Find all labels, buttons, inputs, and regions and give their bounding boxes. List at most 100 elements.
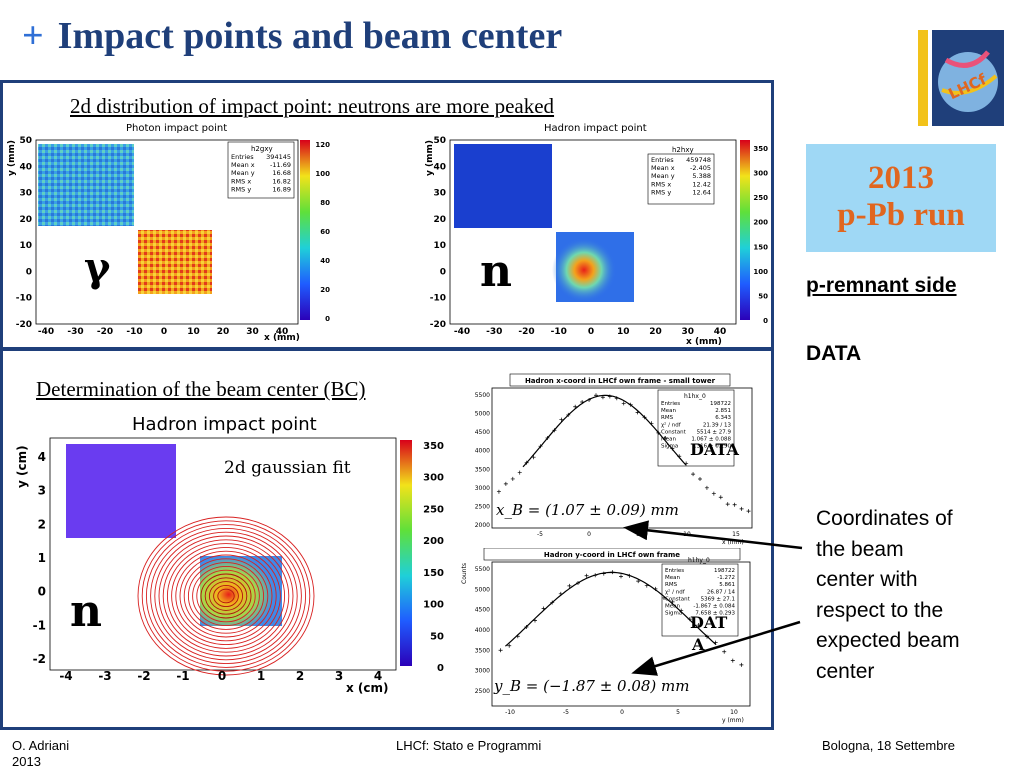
y-tick-label: 30 xyxy=(433,189,446,199)
yproj-data-label: DAT A xyxy=(690,612,727,656)
y-tick-label: 5500 xyxy=(475,566,490,573)
x-tick-label: -10 xyxy=(505,709,515,716)
y-tick-label: 50 xyxy=(19,136,32,146)
z-tick-label: 100 xyxy=(315,170,330,178)
z-tick-label: 60 xyxy=(320,228,330,236)
x-tick-label: -4 xyxy=(59,669,72,683)
data-label-side: DATA xyxy=(806,342,862,365)
x-tick-label: -3 xyxy=(98,669,111,683)
y-tick-label: 5000 xyxy=(475,411,490,418)
yproj-y-ticks: 5500 5000 4500 4000 3500 3000 2500 xyxy=(475,566,490,695)
photon-x-ticks: -40 -30 -20 -10 0 10 20 30 40 xyxy=(38,327,288,337)
stats-value: 198722 xyxy=(710,401,731,407)
fit-contours xyxy=(137,516,315,676)
x-tick-label: -40 xyxy=(38,327,54,337)
x-tick-label: 0 xyxy=(588,327,594,337)
data-point xyxy=(704,485,709,490)
x-tick-label: 15 xyxy=(732,531,740,538)
fit-xlabel: x (cm) xyxy=(346,681,389,695)
z-tick-label: 350 xyxy=(423,441,444,452)
y-tick-label: 20 xyxy=(433,215,446,225)
xproj-y-ticks: 5500 5000 4500 4000 3500 3000 2500 2000 xyxy=(475,392,490,529)
data-point xyxy=(496,489,501,494)
hadron-y-ticks: 50 40 30 20 10 0 -10 -20 xyxy=(430,136,446,330)
coord-line: the beam xyxy=(816,537,904,561)
bottom-panel xyxy=(0,348,774,730)
photon-xlabel: x (mm) xyxy=(264,333,300,343)
y-tick-label: 4500 xyxy=(475,429,490,436)
stats-value: 21.39 / 13 xyxy=(703,422,732,428)
data-point xyxy=(746,509,751,514)
z-tick-label: 50 xyxy=(758,292,768,300)
data-point xyxy=(739,506,744,511)
title-text: Impact points and beam center xyxy=(57,15,563,57)
x-tick-label: -2 xyxy=(137,669,150,683)
data-point xyxy=(531,455,536,460)
stats-value: 198722 xyxy=(714,568,735,574)
x-tick-label: 2 xyxy=(296,669,304,683)
data-point xyxy=(725,502,730,507)
y-tick-label: 0 xyxy=(38,585,46,599)
y-tick-label: 3000 xyxy=(475,485,490,492)
stats-key: Constant xyxy=(661,429,687,435)
x-tick-label: -40 xyxy=(454,327,470,337)
x-tick-label: 10 xyxy=(187,327,200,337)
fit-contour xyxy=(150,527,302,665)
stats-key: Sigma xyxy=(665,611,682,617)
x-tick-label: -10 xyxy=(551,327,567,337)
fit-contour xyxy=(171,546,281,646)
data-point xyxy=(559,417,564,422)
data-point xyxy=(503,481,508,486)
stats-value: 394145 xyxy=(266,153,291,161)
footer-year: 2013 xyxy=(12,754,41,769)
fit-contour xyxy=(158,535,294,657)
title-plus: + xyxy=(22,15,44,57)
y-tick-label: 4500 xyxy=(475,607,490,614)
hadron-impact-plot: Hadron impact point h2hxy Entries 459748 M… xyxy=(424,120,770,346)
bottom-caption: Determination of the beam center (BC) xyxy=(36,377,366,401)
photon-plot-title: Photon impact point xyxy=(126,123,227,134)
xproj-xlabel: x (mm) xyxy=(722,539,744,546)
fit-ylabel: y (cm) xyxy=(15,445,29,488)
x-tick-label: 40 xyxy=(714,327,727,337)
stats-key: Entries xyxy=(665,568,684,574)
stats-value: 1.067 ± 0.088 xyxy=(691,437,731,443)
z-tick-label: 200 xyxy=(423,536,444,547)
y-tick-label: 40 xyxy=(19,162,32,172)
top-caption: 2d distribution of impact point: neutron… xyxy=(70,94,555,118)
hadron-stats-name: h2hxy xyxy=(672,146,694,154)
run-type: p-Pb run xyxy=(837,197,965,233)
hadron-ylabel: y (mm) xyxy=(425,140,435,176)
photon-symbol: γ xyxy=(84,244,111,291)
hadron-symbol-top: n xyxy=(480,246,512,297)
x-tick-label: 5 xyxy=(676,709,680,716)
y-tick-label: 30 xyxy=(19,189,32,199)
z-tick-label: 300 xyxy=(753,170,768,178)
y-tick-label: 2 xyxy=(38,517,46,531)
fit-plot-svg: Hadron impact point -4 -3 -2 -1 0 1 2 3 4 43210-… xyxy=(15,414,444,695)
stats-key: Mean xyxy=(665,604,680,610)
fit-contour xyxy=(196,569,256,623)
yproj-x-ticks: -10 -5 0 5 10 xyxy=(505,709,738,716)
stats-key: Mean x xyxy=(651,164,675,172)
y-tick-label: -20 xyxy=(16,320,32,330)
data-point xyxy=(507,643,512,648)
x-tick-label: 30 xyxy=(681,327,694,337)
y-tick-label: 10 xyxy=(433,241,446,251)
z-tick-label: 0 xyxy=(763,317,768,325)
fit-contour xyxy=(208,581,244,611)
data-point xyxy=(621,401,626,406)
y-tick-label: -2 xyxy=(33,652,46,666)
data-point xyxy=(517,470,522,475)
stats-key: Entries xyxy=(231,153,254,161)
x-tick-label: -5 xyxy=(563,709,569,716)
coord-line: expected beam xyxy=(816,629,960,652)
yproj-stats-rows: Entries 198722 Mean -1.272 RMS 5.861 χ² / ndf 2… xyxy=(665,568,736,617)
stats-value: 5.388 xyxy=(692,172,711,180)
y-tick-label: -10 xyxy=(16,294,32,304)
y-tick-label: 3500 xyxy=(475,466,490,473)
fit-contour xyxy=(145,524,307,668)
y-tick-label: 5000 xyxy=(475,586,490,593)
x-tick-label: 10 xyxy=(617,327,630,337)
z-tick-label: 350 xyxy=(753,145,768,153)
